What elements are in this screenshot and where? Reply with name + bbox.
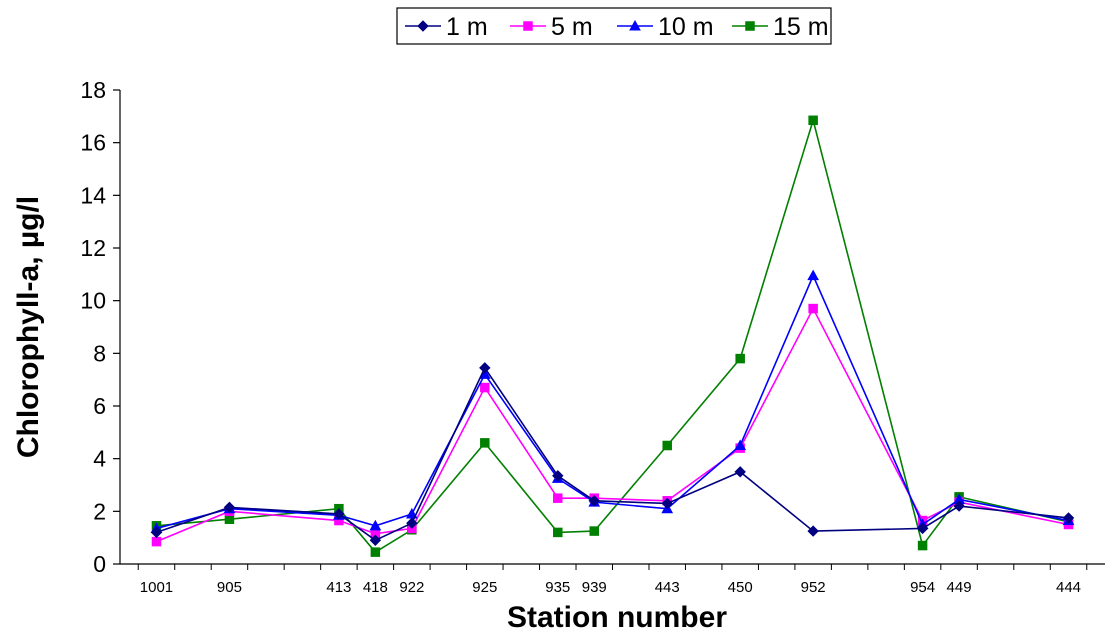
series-1m xyxy=(150,362,1075,547)
x-tick-label: 444 xyxy=(1056,579,1081,596)
data-point xyxy=(370,547,381,557)
x-tick-label: 450 xyxy=(728,579,753,596)
x-tick-label: 925 xyxy=(472,579,497,596)
data-point xyxy=(333,508,345,520)
data-point xyxy=(807,269,819,281)
x-tick-label: 935 xyxy=(545,579,570,596)
data-point xyxy=(369,534,382,547)
data-point xyxy=(661,497,673,510)
data-point xyxy=(223,501,236,514)
legend-entry: 10 m xyxy=(617,13,714,41)
data-point xyxy=(917,540,928,551)
legend-entry: 15 m xyxy=(732,13,829,41)
data-point xyxy=(1062,512,1075,524)
legend-label: 5 m xyxy=(551,13,593,41)
y-tick-label: 16 xyxy=(80,130,106,156)
data-point xyxy=(588,495,600,507)
y-tick-label: 2 xyxy=(93,498,106,524)
data-point xyxy=(808,303,818,314)
data-point xyxy=(953,500,965,512)
y-tick-label: 8 xyxy=(93,340,106,366)
data-point xyxy=(480,438,490,448)
x-axis-label: Station number xyxy=(507,601,727,634)
data-point xyxy=(662,440,672,451)
data-point xyxy=(480,382,490,393)
x-tick-label: 952 xyxy=(801,579,826,596)
data-point xyxy=(735,353,745,364)
x-tick-label: 413 xyxy=(326,579,351,596)
data-point xyxy=(224,514,235,524)
legend-entry: 5 m xyxy=(510,13,593,41)
legend-label: 1 m xyxy=(446,13,488,41)
x-tick-label: 922 xyxy=(399,579,424,596)
data-point xyxy=(553,527,563,538)
legend-entry: 1 m xyxy=(405,13,488,41)
x-tick-label: 449 xyxy=(947,579,972,596)
series-line xyxy=(156,273,1069,530)
series-layer xyxy=(150,115,1075,557)
x-tick-label: 954 xyxy=(910,579,935,596)
data-point xyxy=(150,526,163,539)
legend-marker xyxy=(523,21,533,31)
data-point xyxy=(916,522,929,535)
series-line xyxy=(156,306,1069,543)
y-axis-label: Chlorophyll-a, µg/l xyxy=(12,196,45,458)
data-point xyxy=(479,362,491,374)
x-axis-ticks: 1001 905 413 418 922 925 935 939 443 450 952 954 449… xyxy=(137,564,1088,596)
y-axis-ticks: 0 2 4 6 8 10 12 14 16 18 xyxy=(80,77,120,577)
data-point xyxy=(734,466,746,478)
x-tick-label: 418 xyxy=(363,579,388,596)
data-point xyxy=(589,526,600,536)
legend-marker xyxy=(745,21,755,31)
data-point xyxy=(808,115,818,126)
y-tick-label: 4 xyxy=(93,446,106,472)
y-tick-label: 18 xyxy=(80,77,106,103)
series-line xyxy=(156,366,1069,542)
series-10m xyxy=(150,269,1075,533)
legend-marker xyxy=(629,19,641,31)
data-point xyxy=(553,493,563,503)
data-point xyxy=(552,470,564,482)
x-tick-label: 1001 xyxy=(140,579,173,596)
data-point xyxy=(151,536,162,547)
y-tick-label: 10 xyxy=(80,288,106,314)
x-tick-label: 939 xyxy=(582,579,607,596)
data-point xyxy=(807,525,819,537)
x-tick-label: 443 xyxy=(655,579,680,596)
y-tick-label: 12 xyxy=(80,235,106,261)
series-line xyxy=(156,117,1069,554)
y-tick-label: 6 xyxy=(93,393,106,419)
legend-label: 10 m xyxy=(658,13,714,41)
x-tick-label: 905 xyxy=(217,579,242,596)
data-point xyxy=(406,517,418,529)
legend-marker xyxy=(417,20,429,32)
legend-label: 15 m xyxy=(773,13,829,41)
data-point xyxy=(369,519,382,531)
data-point xyxy=(734,439,747,450)
y-tick-label: 0 xyxy=(93,551,106,577)
legend: 1 m 5 m 10 m 15 m xyxy=(396,7,832,45)
y-tick-label: 14 xyxy=(80,182,106,208)
series-15m xyxy=(151,115,1074,557)
